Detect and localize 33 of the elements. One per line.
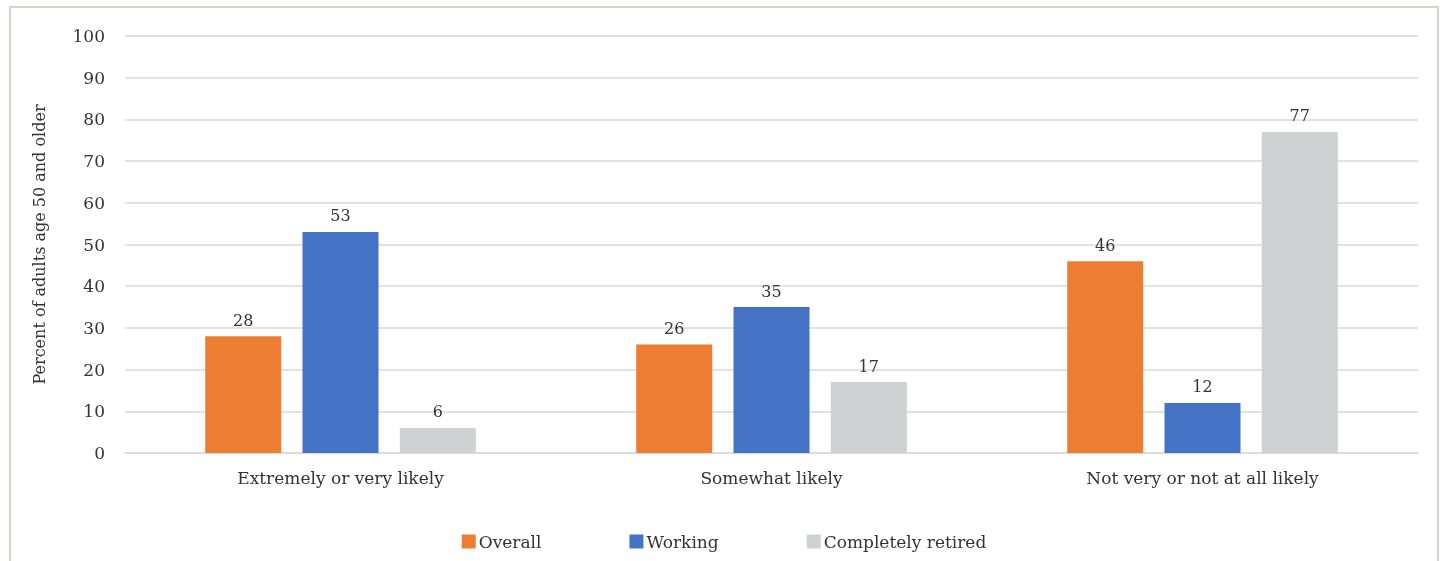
legend-label: Completely retired bbox=[823, 531, 987, 552]
y-tick-label: 90 bbox=[83, 67, 105, 88]
data-label: 28 bbox=[233, 310, 254, 330]
y-tick-label: 80 bbox=[83, 109, 105, 130]
data-label: 26 bbox=[664, 319, 685, 339]
bar bbox=[1164, 402, 1241, 453]
data-label: 6 bbox=[432, 402, 443, 422]
y-tick-label: 60 bbox=[83, 192, 105, 213]
data-label: 12 bbox=[1192, 377, 1213, 397]
data-label: 17 bbox=[858, 356, 879, 376]
data-label: 77 bbox=[1289, 106, 1310, 126]
y-tick-label: 0 bbox=[94, 443, 105, 463]
y-tick-label: 10 bbox=[83, 401, 105, 422]
x-tick-label: Extremely or very likely bbox=[237, 467, 445, 488]
y-tick-label: 70 bbox=[83, 151, 105, 172]
data-label: 46 bbox=[1095, 235, 1116, 255]
y-tick-label: 50 bbox=[83, 234, 105, 255]
bar bbox=[636, 344, 713, 453]
data-label: 35 bbox=[761, 281, 782, 301]
y-tick-label: 20 bbox=[83, 359, 105, 380]
y-tick-label: 100 bbox=[72, 26, 105, 46]
y-tick-label: 40 bbox=[83, 276, 105, 297]
data-label: 53 bbox=[330, 206, 351, 226]
x-tick-label: Somewhat likely bbox=[700, 467, 843, 488]
bar bbox=[733, 307, 810, 453]
x-tick-label: Not very or not at all likely bbox=[1086, 467, 1320, 488]
bar bbox=[302, 231, 379, 453]
legend-label: Overall bbox=[478, 531, 542, 552]
legend-label: Working bbox=[646, 531, 719, 552]
bar bbox=[1067, 261, 1144, 453]
y-axis-title: Percent of adults age 50 and older bbox=[29, 104, 49, 385]
y-tick-label: 30 bbox=[83, 317, 105, 338]
bar bbox=[205, 336, 282, 453]
